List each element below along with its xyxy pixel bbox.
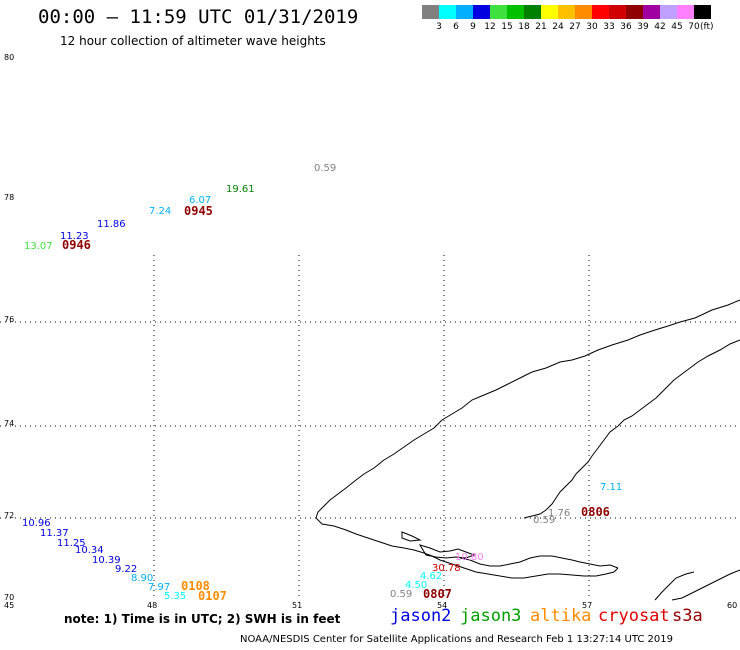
legend-label: 12: [484, 22, 496, 32]
wave-value-labels: 0.5919.616.077.2411.8611.2313.0710.9611.…: [22, 163, 622, 602]
wave-height-label: 10.80: [455, 552, 484, 563]
note-text: note: 1) Time is in UTC; 2) SWH is in fe…: [64, 612, 341, 626]
footer-credit: NOAA/NESDIS Center for Satellite Applica…: [240, 634, 673, 645]
legend-swatch: [575, 5, 592, 19]
legend-swatch: [524, 5, 541, 19]
legend-swatch: [456, 5, 473, 19]
legend-label: 18: [518, 22, 530, 32]
wave-height-label: 0.59: [533, 515, 555, 526]
legend-swatch: [439, 5, 456, 19]
wave-height-label: 10.34: [75, 545, 104, 556]
lon-label: 57: [582, 601, 592, 610]
lon-label: 45: [4, 601, 14, 610]
wave-height-label: 11.37: [40, 528, 69, 539]
wave-height-label: 11.23: [60, 231, 89, 242]
wave-height-label: 7.24: [149, 206, 171, 217]
lat-label: 80: [4, 53, 14, 62]
legend-swatch: [677, 5, 694, 19]
lat-label: 72: [4, 511, 14, 520]
legend-label: 36: [620, 22, 632, 32]
wave-height-label: 4.50: [405, 580, 427, 591]
satellite-label-altika: altika: [530, 606, 592, 626]
lon-label: 60: [727, 601, 737, 610]
wave-height-label: 10.39: [92, 555, 121, 566]
lat-label: 74: [4, 419, 14, 428]
pass-time-label: 0108: [181, 579, 210, 593]
lon-label: 48: [147, 601, 157, 610]
pass-time-label: 0107: [198, 589, 227, 603]
legend-label: 27: [569, 22, 581, 32]
legend-label: 42: [654, 22, 666, 32]
wave-height-label: 30.78: [432, 563, 461, 574]
wave-height-label: 5.35: [164, 591, 186, 602]
grid-lines: [0, 255, 740, 600]
wave-height-label: 0.59: [314, 163, 336, 174]
satellite-label-cryosat: cryosat: [598, 606, 670, 626]
legend-unit: (ft): [700, 22, 714, 32]
wave-height-label: 13.07: [24, 241, 53, 252]
legend-label: 3: [436, 22, 442, 32]
pass-time-label: 0945: [184, 204, 213, 218]
legend-label: 9: [470, 22, 476, 32]
satellite-label-jason3: jason3: [460, 606, 522, 626]
legend-label: 30: [586, 22, 598, 32]
legend-label: 24: [552, 22, 564, 32]
legend-swatch: [643, 5, 660, 19]
wave-height-label: 19.61: [226, 184, 255, 195]
legend-label: 33: [603, 22, 615, 32]
coastline: [315, 299, 740, 601]
legend-swatch: [592, 5, 609, 19]
legend-swatch: [490, 5, 507, 19]
wave-height-label: 11.86: [97, 219, 126, 230]
legend-label: 15: [501, 22, 513, 32]
lat-label: 78: [4, 193, 14, 202]
legend-swatch: [507, 5, 524, 19]
lat-labels: 80 78 76 74 72 70: [4, 53, 14, 602]
wave-height-label: 6.07: [189, 195, 211, 206]
wave-height-label: 7.11: [600, 482, 622, 493]
wave-height-label: 11.25: [57, 538, 86, 549]
wave-height-label: 0.59: [390, 589, 412, 600]
pass-time-label: 0807: [423, 587, 452, 601]
legend-label: 70: [688, 22, 700, 32]
pass-time-label: 0946: [62, 238, 91, 252]
wave-height-label: 4.62: [420, 571, 442, 582]
legend-swatch: [626, 5, 643, 19]
legend-swatch: [558, 5, 575, 19]
map-title: 00:00 – 11:59 UTC 01/31/2019: [38, 6, 359, 28]
legend-label: 21: [535, 22, 547, 32]
lon-label: 51: [292, 601, 302, 610]
wave-height-label: 1.76: [548, 508, 570, 519]
legend-label: 6: [453, 22, 459, 32]
legend-label: 39: [637, 22, 649, 32]
legend-swatch: [422, 5, 439, 19]
wave-height-label: 9.22: [115, 564, 137, 575]
wave-height-label: 8.90: [131, 573, 153, 584]
legend-swatch: [660, 5, 677, 19]
legend-swatch: [473, 5, 490, 19]
legend-swatch: [694, 5, 711, 19]
map-subtitle: 12 hour collection of altimeter wave hei…: [60, 34, 326, 48]
satellite-label-s3a: s3a: [672, 606, 703, 626]
legend-swatch: [541, 5, 558, 19]
pass-time-label: 0806: [581, 505, 610, 519]
lat-label: 76: [4, 315, 14, 324]
satellite-label-jason2: jason2: [390, 606, 452, 626]
lon-labels: 45 48 51 54 57 60: [4, 601, 737, 610]
wave-height-label: 7.97: [148, 582, 170, 593]
legend-swatch: [609, 5, 626, 19]
wave-height-label: 10.96: [22, 518, 51, 529]
lat-label: 70: [4, 593, 14, 602]
legend-label: 45: [671, 22, 683, 32]
lon-label: 54: [437, 601, 447, 610]
